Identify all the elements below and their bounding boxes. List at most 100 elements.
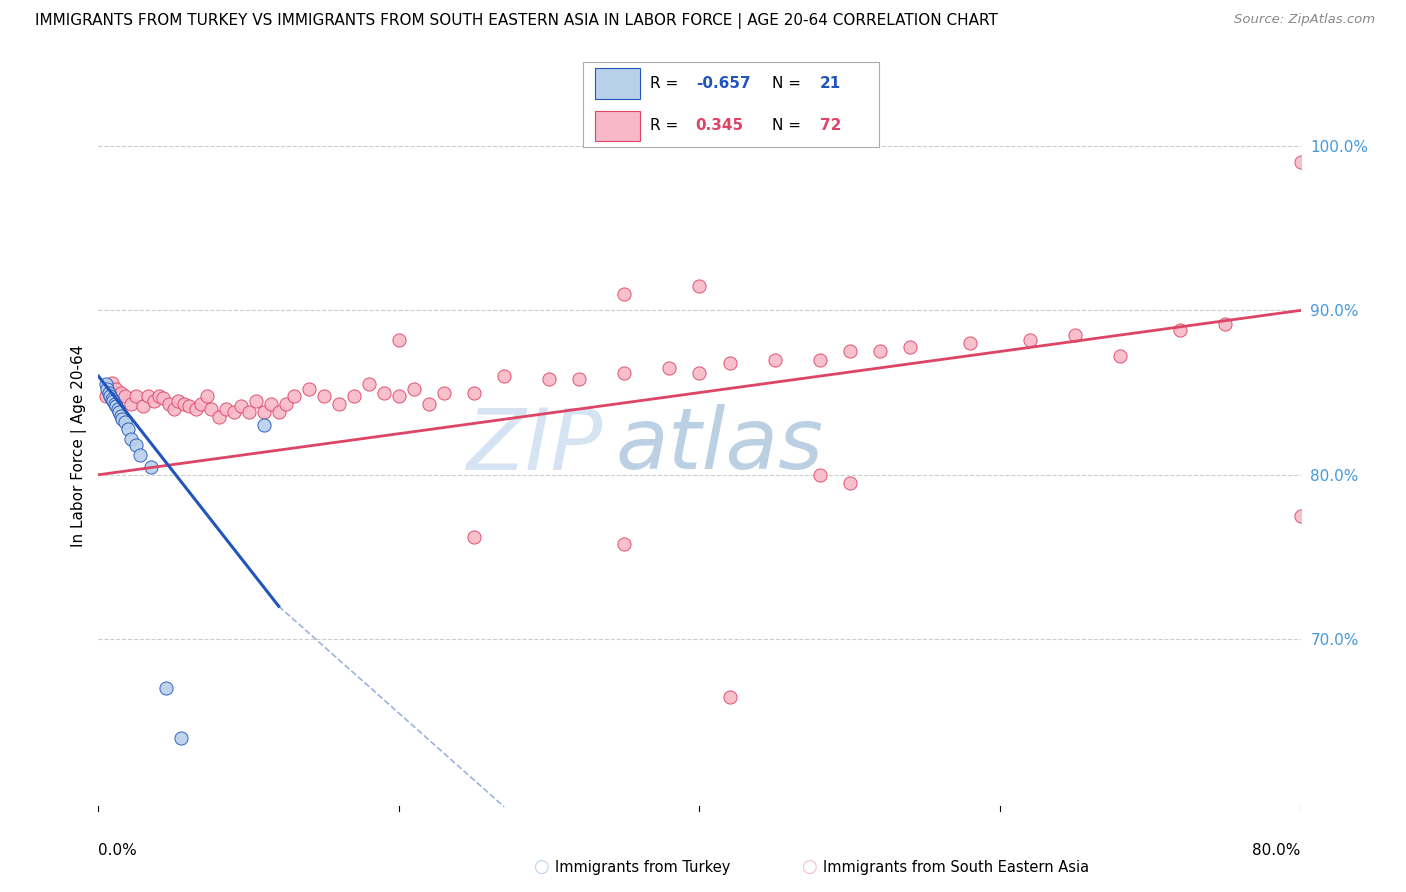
Point xyxy=(238,405,260,419)
Point xyxy=(107,402,129,417)
Point xyxy=(94,389,117,403)
Point xyxy=(96,382,118,396)
Point xyxy=(838,344,860,359)
Point xyxy=(388,333,411,347)
Text: Immigrants from Turkey: Immigrants from Turkey xyxy=(555,860,731,874)
Point xyxy=(157,397,180,411)
Point xyxy=(117,422,139,436)
Point xyxy=(190,397,212,411)
Point xyxy=(208,410,231,425)
Point xyxy=(1064,328,1087,343)
Text: 0.0%: 0.0% xyxy=(98,843,138,858)
Point xyxy=(110,409,132,423)
Point xyxy=(388,389,411,403)
Y-axis label: In Labor Force | Age 20-64: In Labor Force | Age 20-64 xyxy=(72,345,87,547)
Point xyxy=(613,287,636,301)
Point xyxy=(568,372,591,386)
Point xyxy=(129,448,152,462)
Point xyxy=(718,356,741,370)
Point xyxy=(173,397,195,411)
Point xyxy=(343,389,366,403)
Point xyxy=(114,389,136,403)
Text: N =: N = xyxy=(772,119,806,134)
Point xyxy=(215,402,238,417)
Point xyxy=(898,340,921,354)
Point xyxy=(103,393,125,408)
Point xyxy=(136,389,159,403)
Text: R =: R = xyxy=(650,76,683,91)
Point xyxy=(1289,508,1312,523)
Point xyxy=(357,377,380,392)
Point xyxy=(97,385,120,400)
Point xyxy=(402,382,425,396)
Point xyxy=(152,391,174,405)
Point xyxy=(328,397,350,411)
Point xyxy=(100,389,122,403)
Point xyxy=(658,360,681,375)
Point xyxy=(298,382,321,396)
Point xyxy=(125,438,148,452)
Point xyxy=(121,432,143,446)
Point xyxy=(283,389,305,403)
Text: ○: ○ xyxy=(533,858,550,876)
Point xyxy=(959,336,981,351)
FancyBboxPatch shape xyxy=(583,62,879,147)
Point xyxy=(808,467,831,482)
Point xyxy=(1109,350,1132,364)
Point xyxy=(110,385,132,400)
Point xyxy=(222,405,245,419)
Text: R =: R = xyxy=(650,119,688,134)
Point xyxy=(148,389,170,403)
Point xyxy=(689,278,711,293)
Text: N =: N = xyxy=(772,76,806,91)
Point xyxy=(101,376,124,390)
Point xyxy=(613,366,636,380)
Text: ○: ○ xyxy=(800,858,817,876)
Point xyxy=(613,537,636,551)
Point xyxy=(1170,323,1192,337)
Point xyxy=(97,382,120,396)
Point xyxy=(108,405,131,419)
Point xyxy=(869,344,891,359)
Text: 80.0%: 80.0% xyxy=(1253,843,1301,858)
Point xyxy=(494,369,516,384)
Point xyxy=(101,392,124,406)
Text: 21: 21 xyxy=(820,76,841,91)
Point xyxy=(195,389,218,403)
Text: 72: 72 xyxy=(820,119,841,134)
Text: 0.345: 0.345 xyxy=(696,119,744,134)
Point xyxy=(463,530,485,544)
Point xyxy=(125,389,148,403)
Point xyxy=(718,690,741,704)
Point xyxy=(121,397,143,411)
Point xyxy=(94,377,117,392)
Point xyxy=(1289,155,1312,169)
Point xyxy=(253,418,276,433)
Point xyxy=(267,405,290,419)
Point xyxy=(104,397,127,411)
Point xyxy=(105,399,128,413)
Point xyxy=(245,393,267,408)
Bar xyxy=(595,111,640,141)
Point xyxy=(312,389,335,403)
Point xyxy=(162,402,184,417)
Text: atlas: atlas xyxy=(616,404,824,488)
Point xyxy=(167,393,190,408)
Point xyxy=(231,399,253,413)
Point xyxy=(184,402,207,417)
Point xyxy=(177,399,200,413)
Point xyxy=(105,382,128,396)
Point xyxy=(808,352,831,367)
Point xyxy=(200,402,222,417)
Point xyxy=(276,397,298,411)
Text: Source: ZipAtlas.com: Source: ZipAtlas.com xyxy=(1234,13,1375,27)
Point xyxy=(463,385,485,400)
Text: ZIP: ZIP xyxy=(467,404,603,488)
Point xyxy=(111,412,134,426)
Point xyxy=(689,366,711,380)
Text: -0.657: -0.657 xyxy=(696,76,751,91)
Bar xyxy=(595,69,640,99)
Point xyxy=(170,731,193,745)
Point xyxy=(132,399,155,413)
Point xyxy=(114,415,136,429)
